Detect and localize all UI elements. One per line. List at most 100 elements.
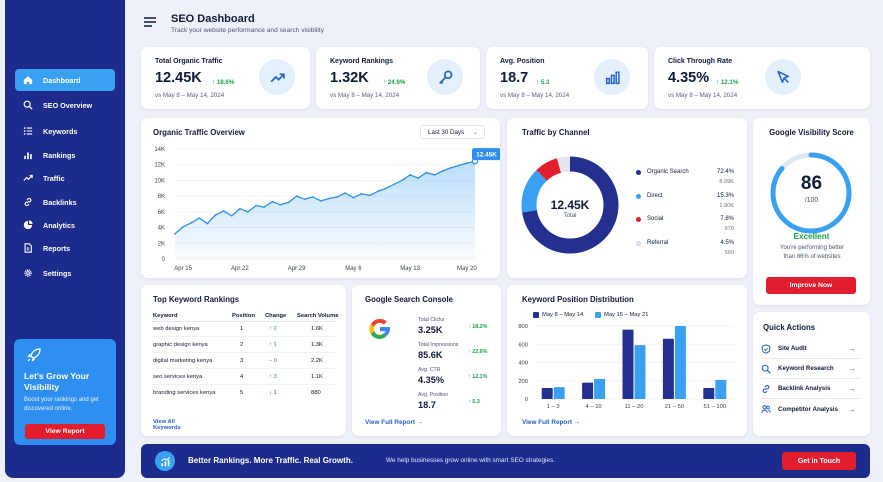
stat-date: vs May 8 – May 14, 2024	[330, 92, 400, 99]
users-icon	[761, 405, 771, 413]
channel-name: Direct	[647, 193, 663, 199]
trend-icon	[23, 174, 33, 181]
gsc-metric-change: ↑ 22.6%	[468, 349, 488, 355]
quick-action-backlink-analysis[interactable]: Backlink Analysis →	[761, 379, 860, 399]
card-title: Google Visibility Score	[769, 128, 854, 137]
quick-action-competitor-analysis[interactable]: Competitor Analysis →	[761, 399, 860, 419]
traffic-point	[174, 232, 176, 235]
card-title: Google Search Console	[365, 295, 453, 304]
sidebar-item-label: Analytics	[43, 220, 75, 230]
traffic-area	[175, 161, 475, 259]
improve-now-button[interactable]: Improve Now	[766, 277, 856, 294]
traffic-point	[190, 221, 193, 224]
traffic-callout	[472, 148, 500, 161]
kpd-card: Keyword Position Distribution May 8 – Ma…	[507, 285, 747, 436]
position-cell: 2	[240, 342, 244, 348]
bar	[553, 387, 565, 399]
volume-cell: 2.2K	[311, 358, 323, 364]
x-tick-label: May 6	[345, 266, 362, 272]
get-in-touch-button[interactable]: Get in Touch	[782, 452, 856, 470]
quick-action-site-audit[interactable]: Site Audit →	[761, 339, 860, 359]
change-cell: – 0	[269, 358, 278, 364]
keywords-card: Top Keyword Rankings Keyword Position Ch…	[141, 285, 346, 436]
sidebar-item-backlinks[interactable]: Backlinks	[15, 191, 115, 213]
channel-pct: 7.8%	[720, 216, 734, 222]
traffic-point	[198, 217, 201, 220]
traffic-point	[238, 207, 241, 210]
channel-count: 560	[724, 250, 734, 256]
volume-cell: 1.3K	[311, 342, 323, 348]
traffic-point	[376, 190, 379, 193]
sidebar-item-analytics[interactable]: Analytics	[15, 214, 115, 236]
card-title: Traffic by Channel	[522, 128, 590, 137]
sidebar-item-settings[interactable]: Settings	[15, 262, 115, 284]
position-cell: 3	[240, 358, 244, 364]
traffic-point	[182, 225, 185, 228]
channel-donut	[521, 156, 619, 254]
y-tick-label: 0	[162, 257, 166, 263]
traffic-line	[174, 160, 476, 235]
x-tick-label: Apr 22	[231, 266, 249, 272]
change-cell: ↑ 1	[269, 342, 277, 348]
gsc-metric-value: 85.6K	[418, 350, 443, 360]
kpd-view-report-link[interactable]: View Full Report →	[522, 419, 580, 426]
donut-slice	[521, 156, 619, 254]
traffic-point	[230, 214, 233, 217]
stat-value: 4.35%	[668, 70, 710, 86]
channel-pct: 4.5%	[720, 240, 734, 246]
x-tick-label: 51 – 100	[704, 404, 727, 410]
channel-name: Referral	[647, 240, 669, 246]
sidebar-item-reports[interactable]: Reports	[15, 237, 115, 259]
traffic-point	[263, 206, 266, 209]
stat-card-traffic: Total Organic Traffic 12.45K ↑ 18.6% vs …	[141, 47, 310, 109]
traffic-point	[336, 196, 339, 198]
date-range-select[interactable]: Last 30 Days ⌄	[420, 125, 485, 139]
donut-center-label: Total	[563, 212, 577, 219]
traffic-point	[360, 192, 363, 195]
gsc-view-report-link[interactable]: View Full Report →	[365, 419, 423, 426]
quick-action-label: Site Audit	[778, 345, 807, 352]
stat-change: ↑ 12.1%	[716, 79, 739, 86]
legend-dot	[636, 170, 641, 175]
legend-swatch	[595, 312, 601, 318]
menu-icon[interactable]	[143, 16, 157, 28]
view-report-button[interactable]: View Report	[25, 424, 105, 439]
visibility-card: Google Visibility Score 86 /100 Excellen…	[753, 118, 870, 305]
sidebar-item-rankings[interactable]: Rankings	[15, 144, 115, 166]
gsc-metric-value: 4.35%	[418, 375, 445, 385]
sidebar-item-traffic[interactable]: Traffic	[15, 167, 115, 189]
link-label: View All Keywords	[153, 419, 181, 431]
promo-card: Let's Grow Your Visibility Boost your ra…	[14, 339, 116, 445]
stat-label: Keyword Rankings	[330, 58, 394, 65]
stat-label: Avg. Position	[500, 58, 545, 65]
stat-date: vs May 8 – May 14, 2024	[500, 92, 570, 99]
keyword-cell: graphic design kenya	[153, 342, 208, 348]
channel-count: 8.99K	[719, 179, 734, 185]
link-label: View Full Report	[365, 419, 415, 426]
arrow-right-icon: →	[848, 364, 856, 373]
gsc-metric-change: ↑ 5.3	[468, 399, 480, 405]
card-title: Organic Traffic Overview	[153, 128, 245, 137]
sidebar-item-label: Reports	[43, 243, 71, 253]
gsc-metric-label: Avg. Position	[418, 392, 449, 398]
col-header-keyword: Keyword	[153, 313, 178, 319]
sidebar-item-keywords[interactable]: Keywords	[15, 120, 115, 142]
gsc-metric-value: 3.25K	[418, 325, 443, 335]
channel-pct: 15.3%	[716, 193, 734, 199]
x-tick-label: 21 – 50	[665, 404, 684, 410]
bar	[715, 379, 727, 399]
sidebar-item-dashboard[interactable]: Dashboard	[15, 69, 115, 91]
divider	[151, 321, 337, 322]
sidebar-item-seo-overview[interactable]: SEO Overview	[15, 94, 115, 116]
card-title: Quick Actions	[763, 323, 816, 332]
traffic-point	[320, 199, 322, 202]
change-cell: ↑ 2	[269, 326, 277, 332]
gsc-metric-label: Avg. CTR	[418, 367, 441, 373]
y-tick-label: 600	[518, 342, 528, 348]
sidebar-item-label: Backlinks	[43, 197, 77, 207]
gsc-metric-change: ↑ 18.2%	[468, 324, 488, 330]
y-tick-label: 400	[518, 361, 528, 367]
traffic-point	[393, 183, 395, 186]
traffic-point	[409, 174, 412, 176]
quick-action-keyword-research[interactable]: Keyword Research →	[761, 359, 860, 379]
